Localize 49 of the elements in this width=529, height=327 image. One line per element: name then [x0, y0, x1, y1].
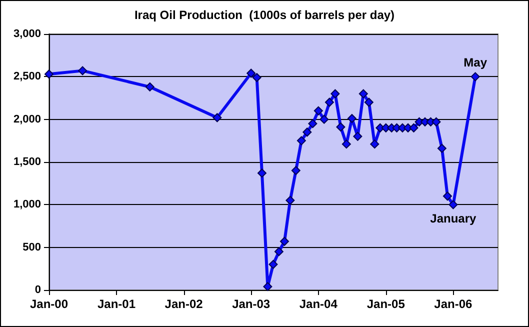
y-tick-label: 1,500: [13, 156, 41, 168]
y-tick-label: 3,000: [13, 28, 41, 40]
x-tick-label: Jan-05: [366, 297, 406, 311]
point: [370, 140, 380, 149]
point: [364, 98, 374, 107]
point: [212, 113, 222, 122]
x-tick-label: Jan-03: [232, 297, 270, 311]
point: [286, 196, 295, 205]
y-tick-label: 1,000: [13, 198, 41, 211]
point: [409, 123, 418, 132]
point: [252, 73, 262, 82]
point: [291, 166, 300, 176]
point: [358, 89, 368, 98]
point: [432, 117, 441, 126]
point: [342, 140, 351, 149]
point: [448, 200, 458, 210]
point: [442, 192, 452, 201]
point: [268, 260, 278, 269]
point: [314, 106, 323, 116]
annotation: May: [464, 56, 488, 70]
point: [302, 128, 312, 137]
y-tick-label: 2,000: [13, 113, 41, 126]
x-tick-label: Jan-04: [299, 297, 338, 311]
point: [330, 89, 340, 98]
point: [296, 136, 306, 146]
y-tick-label: 500: [22, 241, 41, 254]
annotation: January: [430, 212, 477, 226]
point: [437, 144, 446, 153]
point: [308, 119, 318, 128]
point: [145, 82, 154, 92]
point: [347, 114, 356, 123]
point: [336, 122, 346, 132]
point: [78, 66, 88, 76]
point: [246, 68, 256, 78]
point: [470, 72, 480, 82]
point: [274, 247, 284, 256]
point: [353, 132, 362, 141]
y-tick-label: 0: [34, 284, 41, 296]
x-tick-label: Jan-02: [164, 297, 204, 311]
point: [263, 282, 272, 292]
point: [257, 168, 266, 178]
chart-title: Iraq Oil Production (1000s of barrels per day): [134, 8, 395, 22]
x-tick-label: Jan-00: [30, 297, 68, 311]
point: [320, 114, 329, 124]
x-tick-label: Jan-01: [97, 297, 136, 311]
point: [280, 236, 289, 246]
x-tick-label: Jan-06: [434, 297, 473, 311]
point: [324, 98, 334, 107]
y-tick-label: 2,500: [13, 70, 41, 83]
